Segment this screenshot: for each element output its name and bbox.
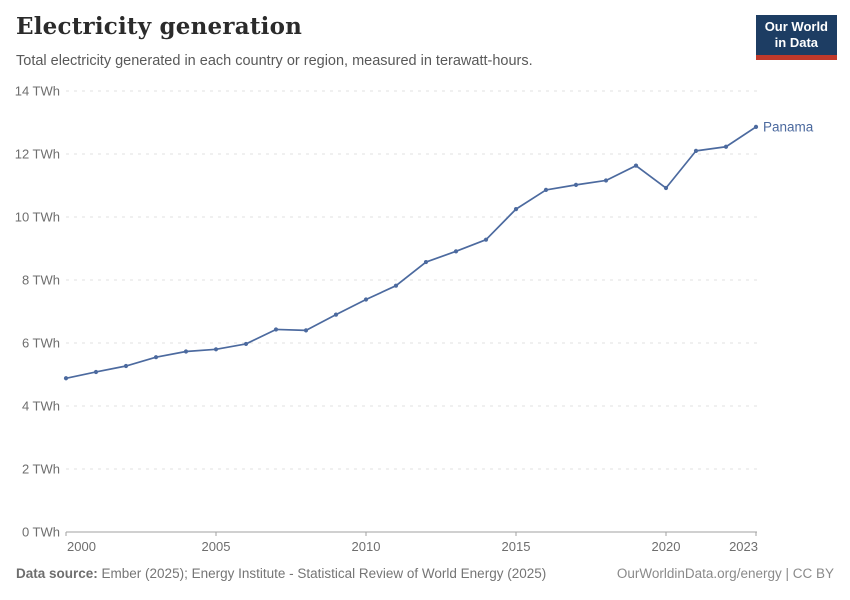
data-point[interactable] — [663, 185, 669, 191]
data-point[interactable] — [723, 144, 729, 149]
y-tick-label: 6 TWh — [22, 336, 60, 351]
data-point[interactable] — [303, 328, 309, 333]
owid-logo[interactable]: Our World in Data — [755, 15, 837, 60]
chart-footer: Data source: Ember (2025); Energy Instit… — [16, 566, 834, 581]
data-source-label: Data source: — [16, 566, 98, 581]
data-source-note: Data source: Ember (2025); Energy Instit… — [16, 566, 546, 581]
owid-logo-line1: Our World — [764, 19, 828, 34]
data-point[interactable] — [423, 259, 429, 265]
y-tick-label: 10 TWh — [15, 210, 60, 225]
data-point[interactable] — [213, 347, 219, 352]
data-source-text: Ember (2025); Energy Institute - Statist… — [97, 566, 547, 581]
owid-energy-link[interactable]: OurWorldinData.org/energy — [616, 566, 782, 581]
data-point[interactable] — [513, 207, 519, 212]
x-tick-label: 2015 — [502, 539, 531, 554]
series-line-panama[interactable] — [65, 126, 757, 380]
page-title: Electricity generation — [16, 13, 303, 40]
attribution: OurWorldinData.org/energy | CC BY — [617, 566, 834, 581]
data-point[interactable] — [93, 369, 99, 375]
owid-logo-line2: in Data — [774, 35, 819, 50]
chart-subtitle: Total electricity generated in each coun… — [16, 53, 533, 69]
x-tick-label: 2020 — [652, 539, 681, 554]
data-point[interactable] — [153, 355, 159, 360]
data-point[interactable] — [363, 297, 369, 302]
data-point[interactable] — [753, 124, 759, 130]
data-point[interactable] — [543, 187, 549, 193]
x-tick-label: 2000 — [67, 539, 96, 554]
data-point[interactable] — [633, 163, 639, 168]
data-point[interactable] — [123, 363, 129, 369]
x-tick-label: 2010 — [352, 539, 381, 554]
data-point[interactable] — [573, 182, 579, 187]
y-tick-label: 2 TWh — [22, 462, 60, 477]
x-tick-label: 2023 — [729, 539, 758, 554]
y-tick-label: 14 TWh — [15, 84, 60, 99]
y-tick-label: 0 TWh — [22, 525, 60, 540]
data-point[interactable] — [693, 148, 699, 153]
data-point[interactable] — [333, 312, 339, 317]
data-point[interactable] — [63, 376, 69, 381]
data-point[interactable] — [243, 341, 249, 347]
data-point[interactable] — [183, 349, 189, 354]
data-point[interactable] — [393, 283, 399, 288]
data-point[interactable] — [453, 249, 459, 254]
y-tick-label: 8 TWh — [22, 273, 60, 288]
x-tick-label: 2005 — [202, 539, 231, 554]
y-tick-label: 4 TWh — [22, 399, 60, 414]
data-point[interactable] — [603, 178, 609, 183]
license-text: | CC BY — [781, 566, 834, 581]
data-point[interactable] — [273, 327, 279, 332]
data-point[interactable] — [483, 237, 489, 242]
y-tick-label: 12 TWh — [15, 147, 60, 162]
series-label-panama[interactable]: Panama — [763, 119, 814, 134]
